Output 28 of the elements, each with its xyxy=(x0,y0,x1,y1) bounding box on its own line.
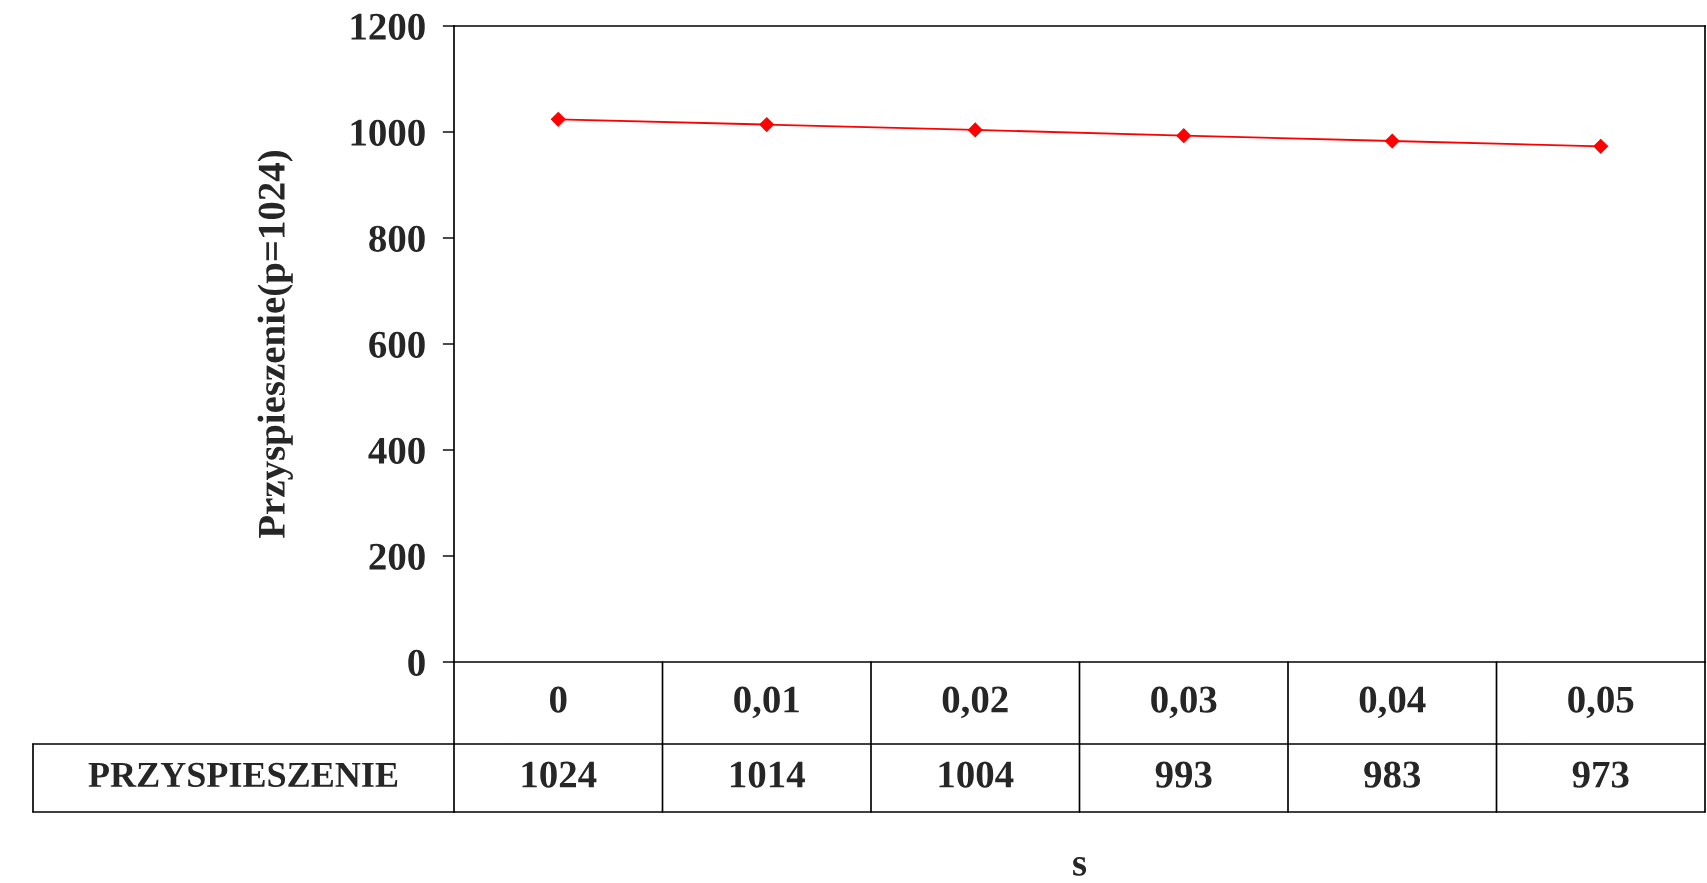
point xyxy=(1593,138,1609,154)
point xyxy=(967,122,983,138)
y-tick-label: 200 xyxy=(369,543,425,570)
data-label: 983 xyxy=(1364,761,1421,788)
x-tick-label: 0,01 xyxy=(734,686,799,719)
point xyxy=(1176,128,1192,144)
x-tick-label: 0,02 xyxy=(942,686,1008,719)
y-tick-label: 1200 xyxy=(351,13,425,40)
data-label: 1024 xyxy=(522,761,597,788)
point xyxy=(759,117,775,132)
x-tick-label: 0,05 xyxy=(1568,686,1634,719)
point xyxy=(1384,133,1400,149)
data-label: 993 xyxy=(1155,761,1212,788)
y-axis-title: Przyspieszenie(p=1024) xyxy=(257,151,293,539)
y-tick-label: 0 xyxy=(408,649,425,676)
x-tick-label: 0 xyxy=(550,686,567,713)
y-tick-label: 1000 xyxy=(351,119,425,146)
x-tick-label: 0,03 xyxy=(1151,686,1217,719)
x-tick-label: 0,04 xyxy=(1359,686,1426,719)
text: PRZYSPIESZENIE xyxy=(88,762,398,788)
y-tick-label: 800 xyxy=(369,225,425,252)
data-label: 1004 xyxy=(939,761,1014,788)
point xyxy=(550,111,566,127)
data-label: 1014 xyxy=(730,761,805,788)
data-label: 973 xyxy=(1572,761,1629,788)
y-tick-label: 600 xyxy=(369,331,425,358)
x-axis-title: s xyxy=(1073,857,1087,876)
y-tick-label: 400 xyxy=(368,437,425,464)
